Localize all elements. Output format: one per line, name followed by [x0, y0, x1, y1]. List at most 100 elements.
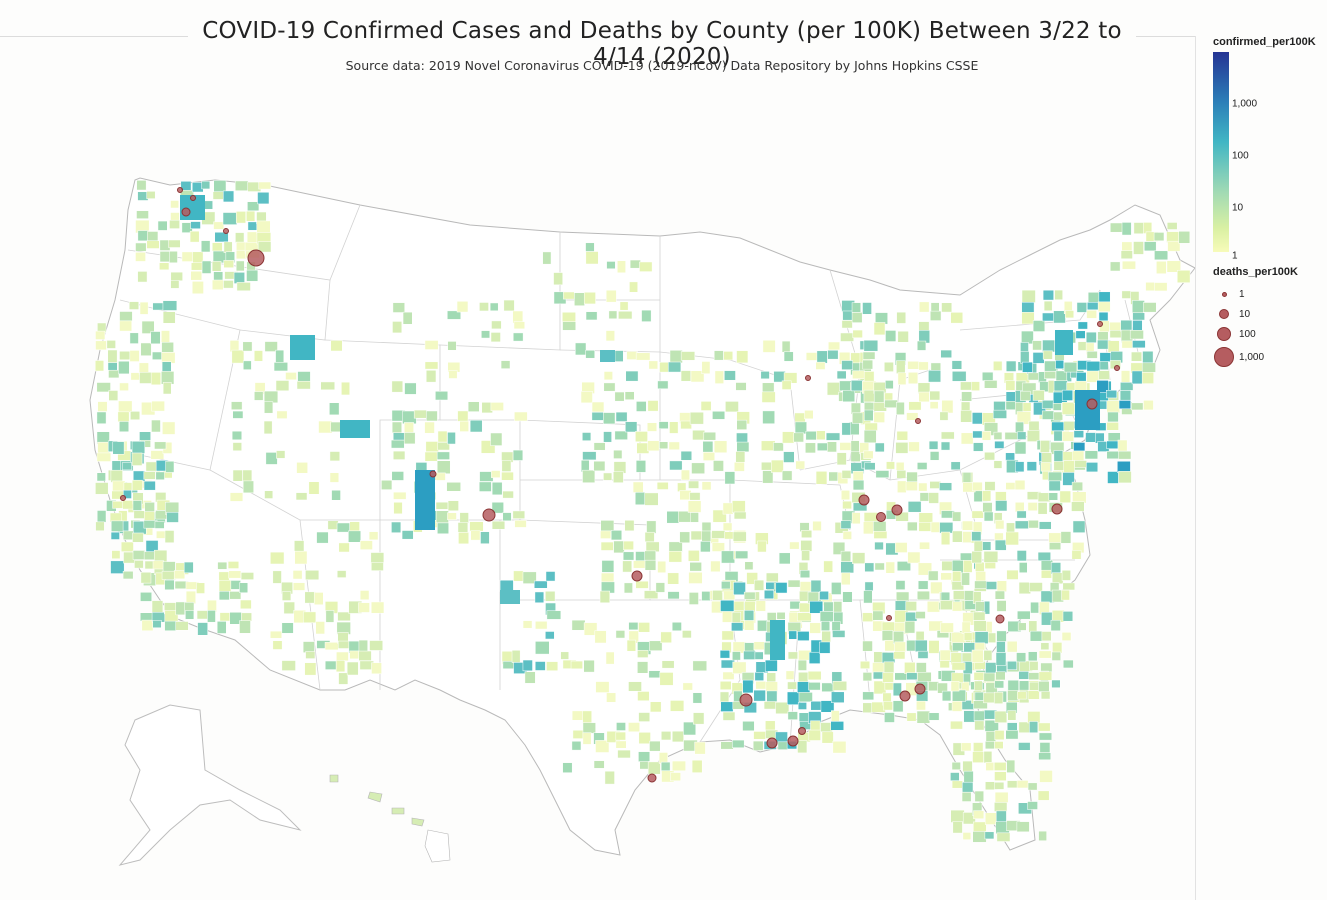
- county-cell: [1044, 371, 1057, 379]
- death-bubble[interactable]: [995, 614, 1005, 624]
- death-bubble[interactable]: [899, 690, 911, 702]
- county-cell: [141, 619, 154, 632]
- county-cell: [491, 502, 504, 514]
- death-bubble[interactable]: [886, 615, 892, 621]
- county-cell: [1021, 289, 1036, 304]
- county-cell: [545, 631, 555, 640]
- county-cell: [659, 672, 674, 686]
- county-cell: [863, 409, 874, 421]
- county-cell: [615, 411, 628, 422]
- death-bubble[interactable]: [739, 693, 753, 707]
- county-cell: [302, 611, 317, 624]
- county-cell: [873, 531, 888, 539]
- county-cell: [1032, 340, 1042, 351]
- death-bubble[interactable]: [891, 504, 903, 516]
- county-cell: [701, 361, 711, 374]
- county-cell: [130, 411, 140, 420]
- death-bubble[interactable]: [181, 207, 191, 217]
- county-cell: [110, 469, 123, 483]
- county-cell: [242, 480, 254, 494]
- county-cell: [961, 572, 970, 586]
- county-cell: [799, 581, 813, 592]
- death-bubble[interactable]: [915, 418, 921, 424]
- county-cell: [161, 342, 174, 353]
- county-cell: [635, 580, 649, 589]
- county-cell: [940, 431, 955, 440]
- county-cell: [603, 412, 616, 425]
- death-bubble[interactable]: [1051, 503, 1063, 515]
- county-cell: [952, 601, 963, 612]
- death-bubble[interactable]: [858, 494, 870, 506]
- death-bubble[interactable]: [247, 249, 265, 267]
- county-cell: [341, 381, 350, 396]
- county-cell: [950, 720, 963, 730]
- death-bubble[interactable]: [177, 187, 183, 193]
- death-bubble[interactable]: [190, 195, 196, 201]
- death-bubble[interactable]: [876, 512, 886, 522]
- death-bubble[interactable]: [787, 735, 799, 747]
- county-cell: [873, 411, 885, 423]
- county-cell: [201, 260, 212, 274]
- death-bubble[interactable]: [482, 508, 496, 522]
- us-county-choropleth-map[interactable]: [0, 0, 1195, 900]
- county-cell: [828, 341, 841, 351]
- county-cell: [821, 621, 830, 631]
- county-cell: [787, 651, 798, 660]
- death-bubble[interactable]: [805, 375, 811, 381]
- death-bubble[interactable]: [631, 570, 643, 582]
- county-cell: [1051, 572, 1064, 585]
- county-cell: [638, 712, 651, 722]
- death-bubble[interactable]: [223, 228, 229, 234]
- county-cell: [649, 740, 661, 752]
- county-cell: [719, 650, 730, 659]
- county-cell: [257, 241, 272, 253]
- county-cell: [939, 411, 949, 421]
- county-cell: [940, 531, 951, 546]
- county-cell: [324, 642, 339, 651]
- county-cell: [241, 612, 252, 622]
- death-bubble[interactable]: [1097, 321, 1103, 327]
- county-cell: [501, 460, 512, 472]
- county-cell: [982, 502, 993, 513]
- county-cell: [1027, 801, 1038, 810]
- county-cell: [281, 660, 296, 671]
- bubble-symbol: [1214, 347, 1234, 367]
- county-cell: [616, 722, 626, 731]
- county-cell: [985, 581, 997, 590]
- county-cell: [815, 361, 826, 370]
- county-cell: [605, 330, 615, 342]
- death-bubble[interactable]: [1086, 398, 1098, 410]
- county-cell: [1061, 589, 1070, 601]
- county-cell: [129, 301, 139, 310]
- county-cell: [152, 620, 162, 628]
- county-cell: [534, 661, 546, 671]
- county-cell: [162, 382, 172, 395]
- county-cell: [647, 761, 661, 775]
- death-bubble[interactable]: [1114, 365, 1120, 371]
- county-cell: [851, 312, 863, 323]
- county-cell: [329, 451, 340, 462]
- county-cell: [316, 531, 329, 544]
- county-cell: [743, 650, 757, 660]
- county-cell: [762, 340, 776, 353]
- county-cell: [1005, 380, 1016, 391]
- county-cell: [974, 720, 985, 731]
- county-cell: [722, 711, 736, 721]
- death-bubble[interactable]: [914, 683, 926, 695]
- county-cell: [996, 832, 1011, 842]
- county-cell: [1017, 622, 1027, 631]
- county-cell: [491, 320, 502, 330]
- county-cell: [629, 259, 641, 269]
- death-bubble[interactable]: [798, 727, 806, 735]
- county-cell: [840, 561, 854, 574]
- county-cell: [254, 391, 264, 401]
- county-cell: [381, 480, 393, 490]
- death-bubble[interactable]: [647, 773, 657, 783]
- county-cell: [896, 311, 907, 324]
- county-cell: [973, 442, 984, 452]
- death-bubble[interactable]: [429, 470, 437, 478]
- county-cell: [424, 340, 439, 350]
- death-bubble[interactable]: [120, 495, 126, 501]
- county-cell: [862, 702, 873, 713]
- death-bubble[interactable]: [766, 737, 778, 749]
